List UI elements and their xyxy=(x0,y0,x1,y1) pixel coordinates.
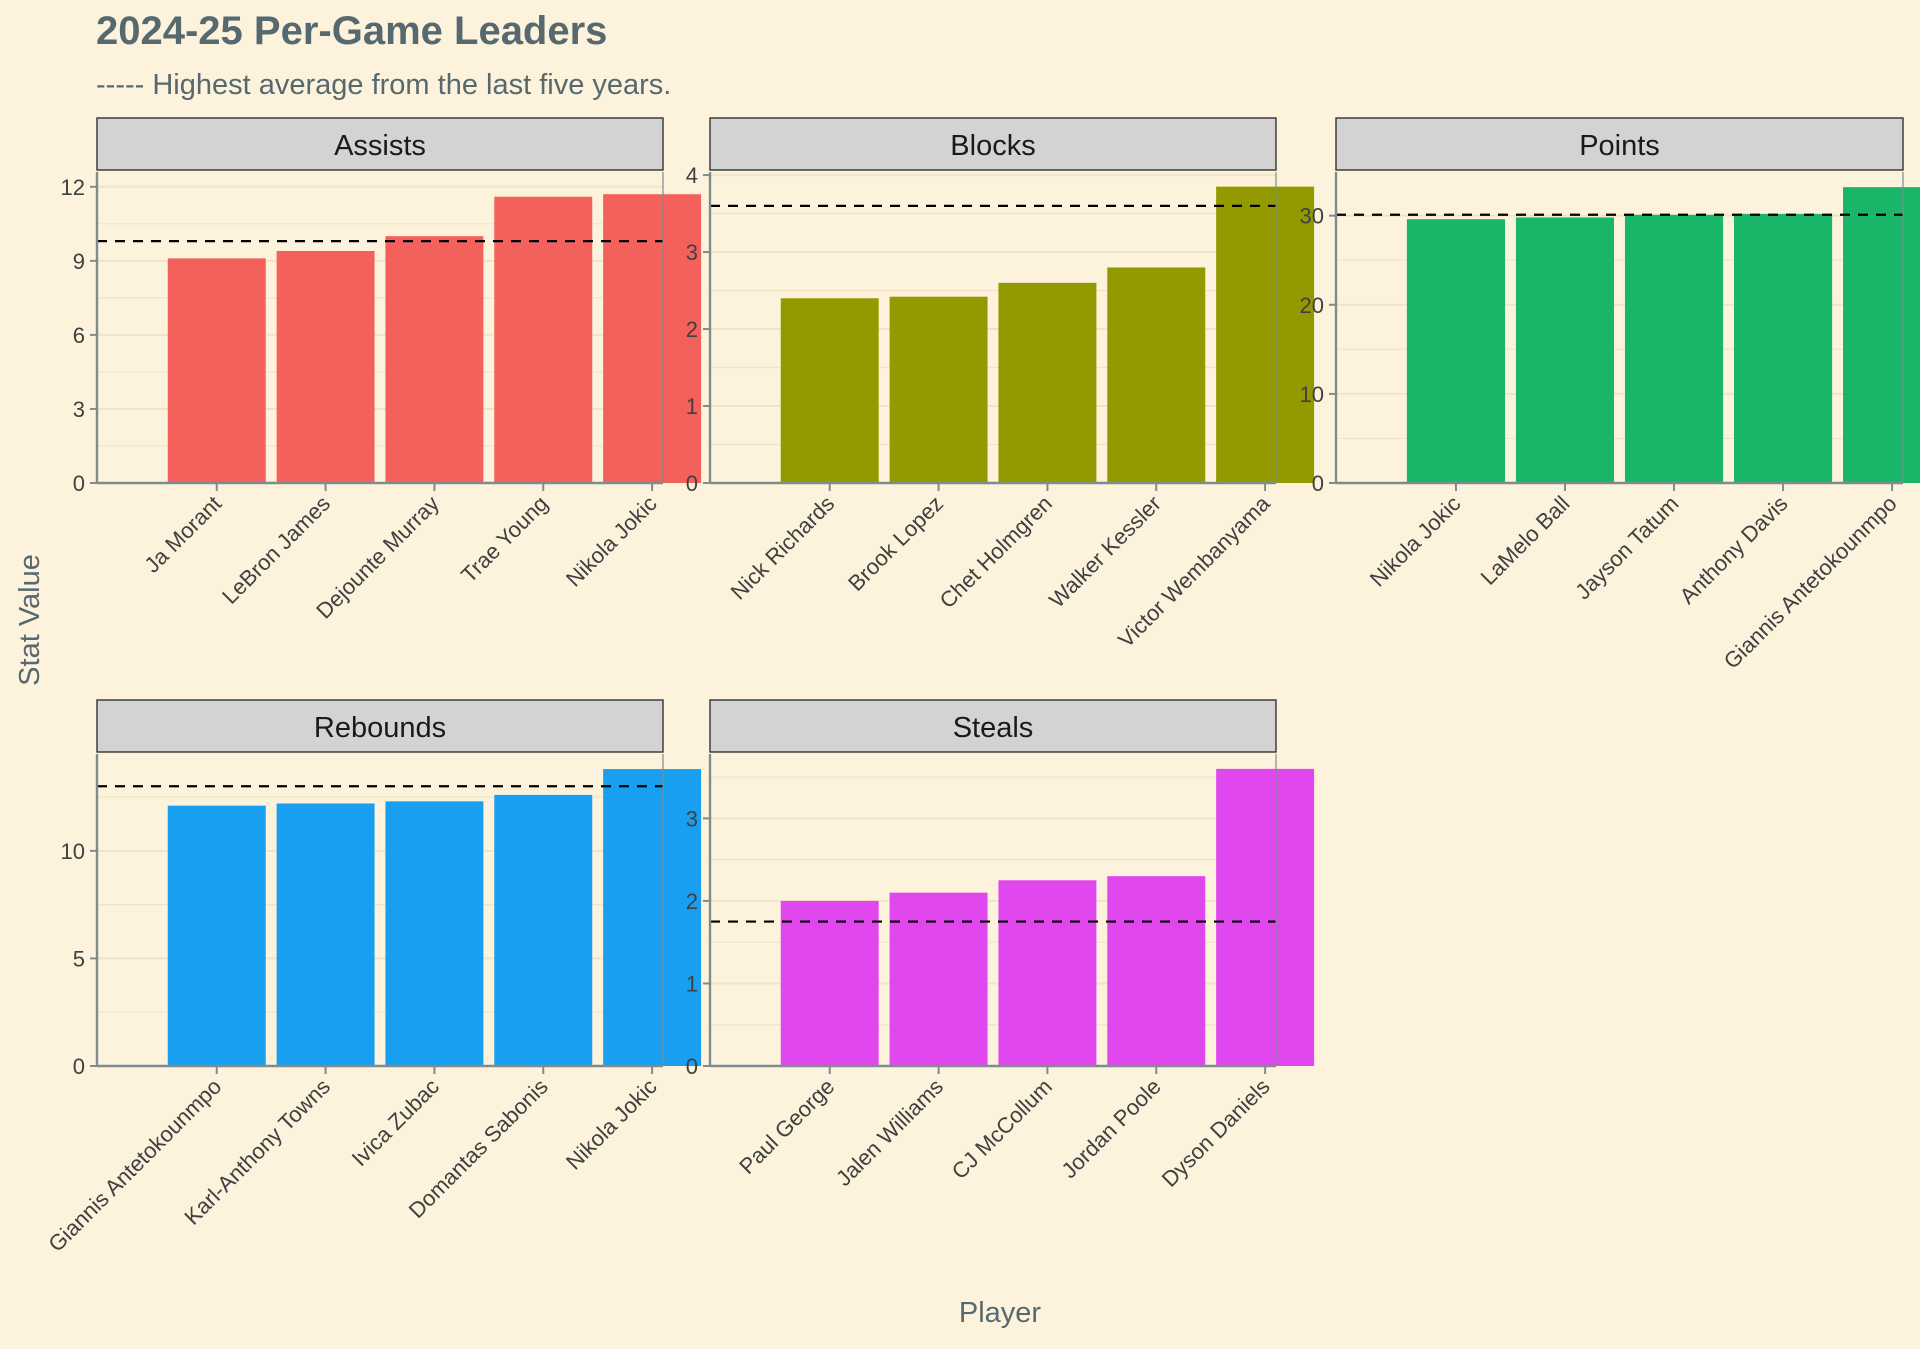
x-tick-label: Jayson Tatum xyxy=(1570,491,1683,604)
bar-victor-wembanyama xyxy=(1216,186,1315,484)
bar-paul-george xyxy=(780,900,879,1066)
bar-jayson-tatum xyxy=(1624,214,1724,484)
facet-strip-label: Blocks xyxy=(950,130,1035,162)
y-tick-label: 5 xyxy=(73,946,85,971)
bar-cj-mccollum xyxy=(998,880,1097,1066)
chart-title: 2024-25 Per-Game Leaders xyxy=(96,9,607,53)
bar-nikola-jokic xyxy=(1406,219,1506,483)
bar-anthony-davis xyxy=(1733,213,1833,484)
bar-nick-richards xyxy=(780,298,879,483)
chart-subtitle: ----- Highest average from the last five… xyxy=(96,69,671,101)
x-tick-label: Walker Kessler xyxy=(1044,491,1166,613)
bar-jordan-poole xyxy=(1107,876,1206,1066)
x-tick-label: Nikola Jokic xyxy=(561,1074,662,1175)
facet-strip xyxy=(709,699,1277,753)
y-tick-label: 3 xyxy=(73,397,85,422)
x-tick-label: Giannis Antetokounmpo xyxy=(43,1074,226,1257)
y-tick-label: 30 xyxy=(1300,204,1324,229)
x-tick-label: Nikola Jokic xyxy=(561,491,662,592)
facet-strip xyxy=(1335,117,1904,171)
x-tick-label: Brook Lopez xyxy=(843,491,948,596)
bar-walker-kessler xyxy=(1107,267,1206,483)
panel-points: Points 0 10 20 30 Nikola Jokic LaMelo BallJays… xyxy=(1300,117,1920,674)
bar-lebron-james xyxy=(276,250,375,483)
facet-strip xyxy=(709,117,1277,171)
bar-giannis-antetokounmpo xyxy=(1843,187,1920,484)
bar-giannis-antetokounmpo xyxy=(167,805,266,1066)
x-tick-label: CJ McCollum xyxy=(947,1074,1057,1184)
bar-ja-morant xyxy=(167,258,266,483)
y-tick-label: 2 xyxy=(686,317,698,342)
y-tick-label: 3 xyxy=(686,240,698,265)
y-tick-label: 1 xyxy=(686,971,698,996)
x-tick-label: Dyson Daniels xyxy=(1157,1074,1275,1192)
facet-strip-label: Steals xyxy=(953,712,1034,744)
x-tick-label: Nick Richards xyxy=(726,491,840,605)
x-tick-label: Chet Holmgren xyxy=(935,491,1057,613)
y-tick-label: 10 xyxy=(1300,382,1324,407)
y-tick-label: 3 xyxy=(686,806,698,831)
y-tick-label: 4 xyxy=(686,163,698,188)
facet-strip-label: Points xyxy=(1579,130,1660,162)
bar-lamelo-ball xyxy=(1515,217,1615,483)
facet-strip xyxy=(96,117,664,171)
x-axis-title: Player xyxy=(959,1297,1042,1329)
x-tick-label: LaMelo Ball xyxy=(1476,491,1575,590)
facet-strip-label: Rebounds xyxy=(314,712,446,744)
y-tick-label: 0 xyxy=(73,1054,85,1079)
bar-dyson-daniels xyxy=(1216,768,1315,1066)
y-tick-label: 9 xyxy=(73,249,85,274)
panel-blocks: Blocks 0 1 2 3 4 Nick Richards Brook LopezChet … xyxy=(686,117,1315,652)
bar-karl-anthony-towns xyxy=(276,803,375,1066)
x-tick-label: LeBron James xyxy=(217,491,335,609)
y-tick-label: 0 xyxy=(73,471,85,496)
x-tick-label: Jalen Williams xyxy=(831,1074,948,1191)
y-tick-label: 2 xyxy=(686,889,698,914)
bar-domantas-sabonis xyxy=(494,794,593,1066)
y-tick-label: 1 xyxy=(686,394,698,419)
bar-ivica-zubac xyxy=(385,801,484,1066)
bar-trae-young xyxy=(494,196,593,483)
facet-strip xyxy=(96,699,664,753)
bar-jalen-williams xyxy=(889,892,988,1066)
y-tick-label: 10 xyxy=(61,839,85,864)
bar-nikola-jokic xyxy=(603,769,702,1066)
y-tick-label: 0 xyxy=(686,471,698,496)
x-tick-label: Ivica Zubac xyxy=(347,1074,444,1171)
x-tick-label: Ja Morant xyxy=(139,491,226,578)
bar-nikola-jokic xyxy=(603,194,702,483)
x-tick-label: Jordan Poole xyxy=(1056,1074,1165,1183)
x-tick-label: Anthony Davis xyxy=(1675,491,1793,609)
x-tick-label: Nikola Jokic xyxy=(1365,491,1466,592)
y-axis-title: Stat Value xyxy=(14,554,46,686)
facet-strip-label: Assists xyxy=(334,130,426,162)
y-tick-label: 12 xyxy=(61,175,85,200)
y-tick-label: 0 xyxy=(686,1054,698,1079)
y-tick-label: 20 xyxy=(1300,293,1324,318)
x-tick-label: Paul George xyxy=(734,1074,839,1179)
bar-dejounte-murray xyxy=(385,236,484,483)
y-tick-label: 0 xyxy=(1312,471,1324,496)
y-tick-label: 6 xyxy=(73,323,85,348)
x-tick-label: Trae Young xyxy=(456,491,553,588)
bar-brook-lopez xyxy=(889,296,988,483)
bar-chet-holmgren xyxy=(998,282,1097,483)
